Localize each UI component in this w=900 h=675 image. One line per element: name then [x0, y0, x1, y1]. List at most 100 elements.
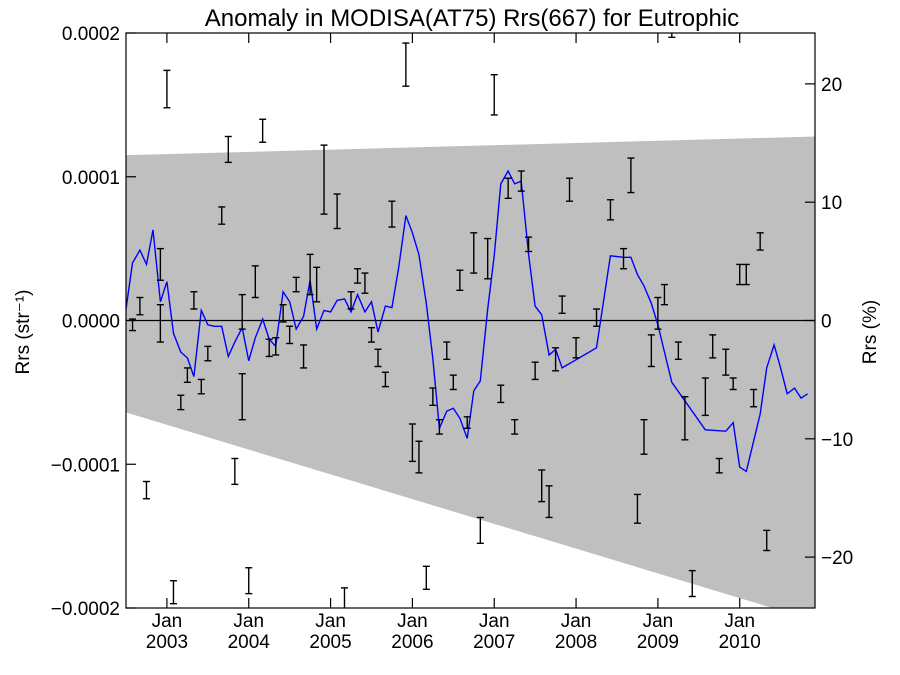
errorbar [763, 529, 771, 552]
y-tick-label-left: 0.0002 [62, 24, 120, 45]
errorbar [640, 418, 648, 455]
errorbar [429, 387, 437, 407]
y-tick-label-right: 20 [821, 75, 842, 96]
y-tick-label-left: 0.0000 [62, 312, 120, 333]
errorbar [538, 469, 546, 503]
x-tick-label-month: Jan [561, 611, 592, 632]
errorbar [408, 423, 416, 463]
errorbar [484, 237, 492, 280]
errorbar [517, 170, 525, 192]
errorbar [525, 236, 533, 253]
errorbar [300, 344, 308, 369]
errorbar [306, 253, 314, 296]
errorbar [709, 334, 717, 359]
x-tick-label-year: 2005 [309, 632, 351, 653]
errorbar [736, 263, 744, 286]
y-tick-label-right: 10 [821, 193, 842, 214]
x-tick-label-month: Jan [233, 611, 264, 632]
errorbar [490, 73, 498, 116]
errorbar [402, 42, 410, 87]
errorbar [279, 303, 287, 323]
errorbar [660, 283, 668, 306]
errorbar [497, 384, 505, 404]
y-tick-label-right: 0 [821, 312, 832, 333]
left-y-axis: 0.0002 0.0001 0.0000 −0.0001 −0.0002 [51, 24, 136, 620]
x-tick-label-month: Jan [724, 611, 755, 632]
errorbar [449, 374, 457, 391]
errorbar [552, 347, 560, 372]
errorbar [701, 377, 709, 417]
errorbar [545, 485, 553, 519]
errorbar [633, 493, 641, 524]
errorbar [476, 516, 484, 545]
right-y-axis: 20 10 0 −10 −20 [805, 75, 853, 569]
errorbar [572, 337, 580, 359]
anomaly-series-line [126, 169, 808, 473]
x-tick-label-year: 2010 [719, 632, 761, 653]
errorbar [320, 144, 328, 215]
errorbar [688, 569, 696, 598]
x-tick-label-year: 2004 [228, 632, 271, 653]
errorbar [204, 345, 212, 362]
errorbar [163, 69, 171, 109]
errorbar [620, 247, 628, 270]
errorbar [347, 291, 355, 310]
errorbar [742, 263, 750, 286]
y-axis-label-left: Rrs (str⁻¹) [13, 290, 34, 375]
x-tick-label-month: Jan [315, 611, 346, 632]
plot-area [125, 32, 816, 609]
errorbar [292, 276, 300, 293]
errorbar [251, 265, 259, 299]
x-tick-label-month: Jan [152, 611, 183, 632]
errorbar [668, 33, 676, 39]
y-tick-label-left: 0.0001 [62, 168, 120, 189]
x-tick-label-year: 2009 [637, 632, 679, 653]
errorbar [654, 296, 662, 330]
errorbar [415, 440, 423, 474]
errorbar [558, 295, 566, 315]
x-tick-label-month: Jan [643, 611, 674, 632]
errorbar [354, 268, 362, 284]
errorbar [504, 177, 512, 200]
y-tick-label-left: −0.0002 [51, 599, 120, 620]
errorbar [156, 303, 164, 343]
errorbar [333, 193, 341, 230]
errorbar [443, 341, 451, 361]
y-axis-label-right: Rrs (%) [860, 300, 881, 364]
errorbar [715, 457, 723, 474]
x-tick-label-year: 2003 [146, 632, 188, 653]
errorbar [674, 341, 682, 361]
errorbar [218, 206, 226, 225]
errorbar [286, 325, 294, 345]
errorbar [224, 135, 232, 164]
errorbar [531, 361, 539, 381]
errorbar [367, 326, 375, 343]
errorbar [238, 372, 246, 421]
y-tick-label-right: −10 [821, 430, 853, 451]
errorbar [647, 334, 655, 368]
errorbar [197, 378, 205, 395]
errorbar [156, 247, 164, 281]
x-tick-label-year: 2008 [555, 632, 597, 653]
errorbar [456, 269, 464, 292]
errorbar [435, 418, 443, 435]
errorbar [340, 587, 348, 608]
x-tick-label-year: 2006 [391, 632, 433, 653]
errorbar-layer [129, 33, 771, 608]
errorbar [722, 348, 730, 376]
errorbar [136, 296, 144, 316]
errorbar [606, 199, 614, 221]
errorbar [169, 579, 177, 605]
errorbar [374, 348, 382, 368]
errorbar [511, 418, 519, 435]
errorbar [681, 395, 689, 441]
errorbar [272, 337, 280, 356]
chart-title: Anomaly in MODISA(AT75) Rrs(667) for Eut… [205, 5, 739, 32]
errorbar [463, 416, 471, 430]
x-axis: Jan2003Jan2004Jan2005Jan2006Jan2007Jan20… [146, 33, 761, 653]
errorbar [729, 377, 737, 391]
errorbar [265, 338, 273, 358]
errorbar [756, 232, 764, 251]
x-tick-label-month: Jan [397, 611, 428, 632]
